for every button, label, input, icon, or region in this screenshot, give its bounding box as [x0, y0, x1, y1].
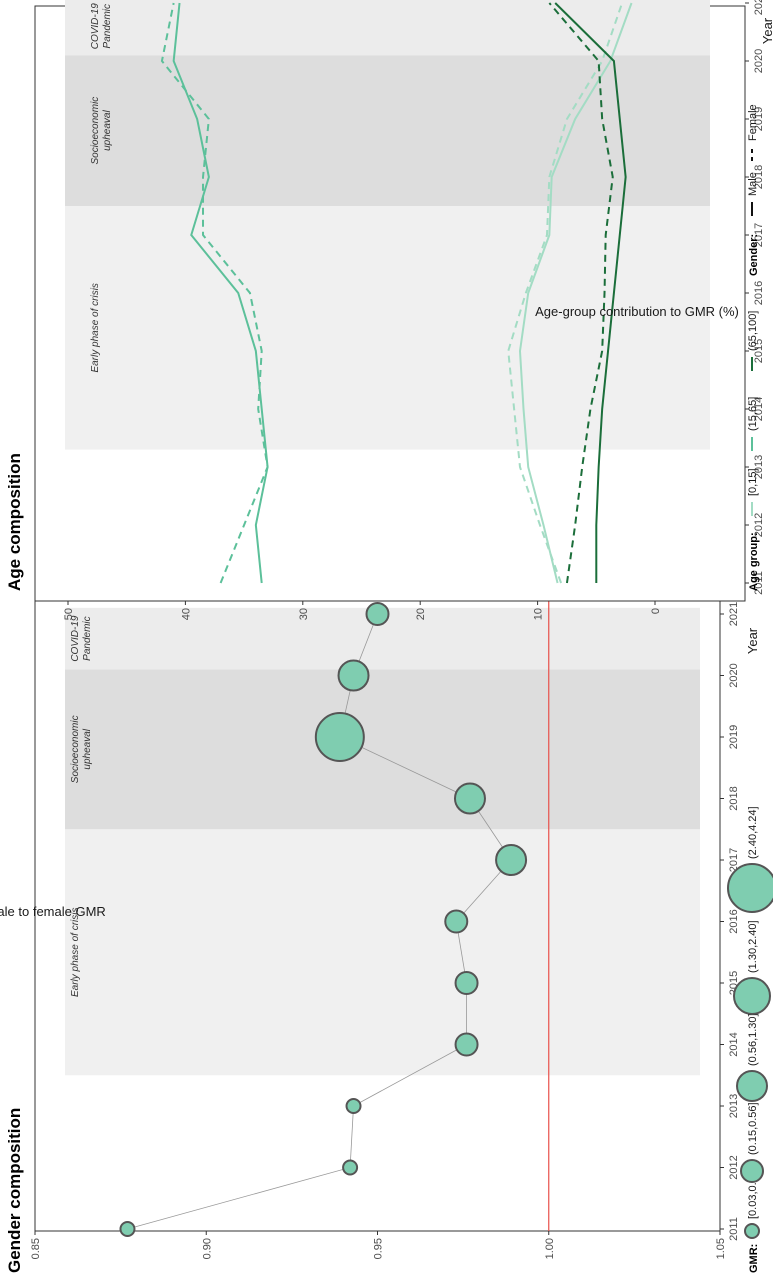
series-line — [160, 2, 269, 584]
age-composition-chart: Age composition Early phase of crisis Soci… — [5, 0, 773, 620]
x-tick-label: 2014 — [728, 1032, 740, 1056]
x-tick-label: 2019 — [728, 725, 740, 749]
x-tick-label: 2017 — [753, 223, 765, 247]
period-label: Socioeconomic — [90, 97, 101, 165]
legend-label: (0.56,1.30] — [747, 1013, 759, 1066]
y-tick-label: 20 — [415, 608, 427, 620]
period-label: upheaval — [102, 110, 113, 151]
data-point — [454, 1032, 479, 1057]
y-tick-label: 0.95 — [373, 1238, 385, 1259]
x-tick-label: 2020 — [753, 49, 765, 73]
data-point — [314, 712, 365, 762]
series-line — [554, 2, 627, 583]
series-line — [548, 2, 614, 584]
period-label: upheaval — [82, 728, 93, 769]
legend-title: Gender: — [748, 234, 760, 276]
data-point — [337, 659, 370, 692]
data-point — [365, 602, 390, 626]
period-band — [65, 829, 700, 1076]
x-tick-label: 2016 — [753, 281, 765, 305]
period-label: Pandemic — [102, 4, 113, 48]
period-label: Early phase of crisis — [70, 908, 81, 997]
panel-title: Age composition — [5, 453, 24, 591]
period-label: Socioeconomic — [70, 715, 81, 783]
series-line — [172, 2, 269, 584]
legend-marker — [740, 1159, 764, 1183]
period-band — [65, 55, 710, 206]
y-tick-label: 0 — [650, 608, 662, 614]
period-band — [65, 0, 710, 56]
y-tick-label: 1.05 — [715, 1238, 727, 1259]
x-tick-label: 2014 — [753, 397, 765, 421]
data-point — [444, 909, 469, 934]
legend-label: [0,15] — [747, 468, 759, 496]
x-tick-label: 2019 — [753, 107, 765, 131]
y-tick-label: 40 — [180, 608, 192, 620]
y-tick-label: 30 — [298, 608, 310, 620]
data-point — [342, 1159, 359, 1176]
legend-label: (1.30,2.40] — [747, 920, 759, 973]
y-axis-title: Ratio of male to female GMR — [0, 904, 106, 919]
x-axis-title: Year — [760, 17, 773, 44]
x-tick-label: 2012 — [728, 1155, 740, 1179]
y-axis-title: Age-group contribution to GMR (%) — [535, 304, 739, 319]
series-line — [518, 2, 633, 584]
legend-label: (2.40,4.24] — [747, 806, 759, 859]
x-tick-label: 2013 — [753, 455, 765, 479]
x-tick-label: 2015 — [753, 339, 765, 363]
data-point — [345, 1098, 362, 1114]
x-tick-label: 2021 — [753, 0, 765, 15]
y-tick-label: 10 — [533, 608, 545, 620]
legend-label: Male — [747, 172, 759, 196]
period-label: Pandemic — [82, 616, 93, 660]
period-label: Early phase of crisis — [90, 283, 101, 372]
panel-title: Gender composition — [5, 1108, 24, 1273]
x-tick-label: 2012 — [753, 513, 765, 537]
x-tick-label: 2020 — [728, 663, 740, 687]
legend-label: (65,100] — [747, 311, 759, 351]
y-tick-label: 50 — [63, 608, 75, 620]
x-tick-label: 2017 — [728, 848, 740, 872]
data-point — [495, 844, 528, 876]
legend-marker — [733, 977, 771, 1015]
period-band — [65, 205, 710, 450]
legend-marker — [736, 1070, 768, 1102]
period-label: COVID-19 — [70, 615, 81, 662]
legend-label: (15,65] — [747, 397, 759, 431]
data-point — [453, 782, 486, 815]
y-tick-label: 0.90 — [201, 1238, 213, 1259]
data-point — [119, 1221, 136, 1237]
y-tick-label: 1.00 — [544, 1238, 556, 1259]
period-band — [65, 669, 700, 830]
series-line — [507, 2, 624, 584]
legend-label: Female — [747, 104, 759, 141]
x-tick-label: 2013 — [728, 1094, 740, 1118]
x-tick-label: 2011 — [753, 571, 765, 595]
legend-marker — [744, 1223, 760, 1239]
x-tick-label: 2018 — [728, 786, 740, 810]
data-point — [454, 971, 479, 995]
x-tick-label: 2016 — [728, 909, 740, 933]
gender-composition-chart: Gender composition Early phase of crisis S… — [0, 600, 773, 1273]
x-tick-label: 2021 — [728, 602, 740, 626]
legend-marker — [727, 863, 773, 913]
legend-title: Age group: — [748, 532, 760, 591]
x-axis-title: Year — [745, 627, 760, 654]
x-tick-label: 2011 — [728, 1217, 740, 1241]
x-tick-label: 2018 — [753, 165, 765, 189]
period-label: COVID-19 — [90, 3, 101, 50]
period-band — [65, 607, 700, 670]
y-tick-label: 0.85 — [30, 1238, 42, 1259]
legend-label: (0.15,0.56] — [747, 1102, 759, 1155]
legend-title: GMR: — [748, 1244, 760, 1273]
